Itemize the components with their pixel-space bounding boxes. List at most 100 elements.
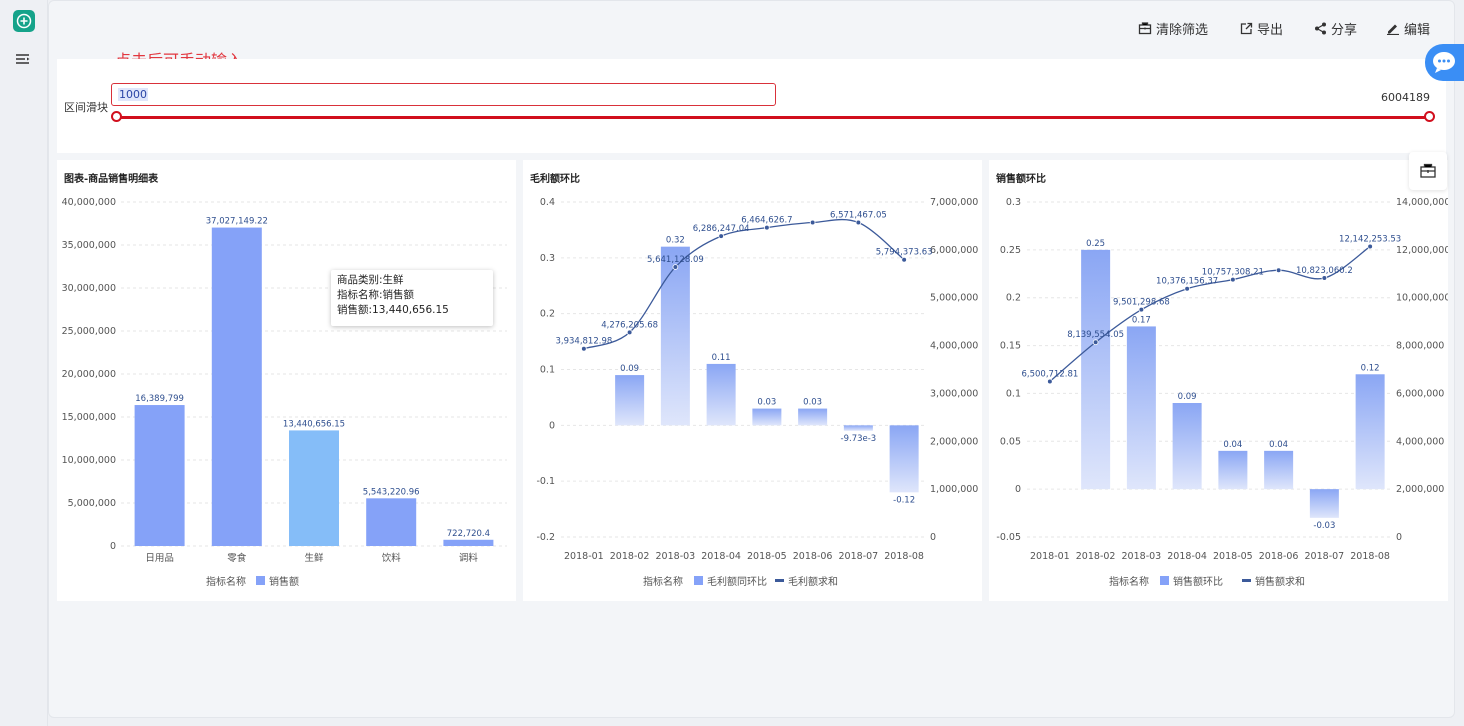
bar [211, 227, 262, 546]
y-left-tick-label: -0.1 [536, 476, 555, 487]
bar [843, 425, 873, 431]
dashboard-main: 清除筛选 导出 分享 编辑 点击后可手动输入 区间滑块 1000 6004189… [48, 0, 1455, 718]
line-point [1092, 339, 1099, 346]
export-icon [1240, 22, 1253, 34]
gross-profit-chart: -0.2 -0.1 0 0.1 0.2 0.3 0.4 0 1,000,000 2,000,000… [536, 197, 978, 588]
y-tick-label: 5,000,000 [68, 498, 116, 509]
x-tick-label: 2018-05 [747, 551, 787, 562]
legend-swatch-bar [694, 576, 703, 585]
line-data-label: 12,142,253.53 [1339, 234, 1401, 244]
edit-button[interactable]: 编辑 [1386, 18, 1430, 38]
sales-mom-panel: 销售额环比 -0.05 0 0.05 0.1 0.15 0.2 0.25 0.3 0 2,000,… [989, 160, 1448, 601]
clear-filter-icon [1138, 22, 1152, 35]
toolbox-icon[interactable] [1409, 152, 1447, 190]
y-tick-label: 25,000,000 [62, 326, 116, 337]
chart-tooltip: 商品类别:生鲜 指标名称:销售额 销售额:13,440,656.15 [331, 270, 493, 326]
bar [366, 498, 417, 546]
y-left-tick-label: 0 [549, 420, 555, 431]
range-slider-handle-max[interactable] [1424, 111, 1435, 122]
x-tick-label: 2018-04 [1167, 551, 1207, 562]
export-label: 导出 [1257, 22, 1284, 38]
series-line [583, 218, 905, 350]
bar-data-label: 0.12 [1361, 363, 1380, 373]
y-right-tick-label: 4,000,000 [1396, 436, 1444, 447]
y-tick-label: 0 [110, 541, 116, 552]
bar-data-label: -9.73e-3 [841, 434, 877, 444]
y-left-tick-label: 0.2 [540, 309, 555, 320]
legend-item: 销售额 [269, 575, 299, 588]
tooltip-category: 商品类别:生鲜 [337, 274, 404, 286]
chart-title-sales-mom: 销售额环比 [996, 174, 1046, 185]
y-left-tick-label: 0 [1015, 484, 1021, 495]
data-label: 722,720.4 [447, 529, 490, 539]
share-button[interactable]: 分享 [1314, 18, 1357, 38]
line-data-label: 9,501,298.68 [1113, 298, 1170, 308]
y-right-tick-label: 1,000,000 [930, 484, 978, 495]
legend-title: 指标名称 [1109, 575, 1149, 588]
legend-item-line: 毛利额求和 [788, 575, 838, 588]
line-point [626, 329, 633, 336]
y-left-tick-label: 0.2 [1006, 293, 1021, 304]
y-tick-label: 10,000,000 [62, 455, 116, 466]
legend-title: 指标名称 [643, 575, 683, 588]
line-data-label: 6,286,247.04 [693, 224, 750, 234]
bar-data-label: -0.12 [893, 495, 915, 505]
y-right-tick-label: 0 [930, 532, 936, 543]
plus-circle-icon[interactable] [13, 10, 35, 32]
legend-item-bar: 毛利额同环比 [707, 575, 767, 588]
bar [752, 408, 782, 426]
y-right-tick-label: 2,000,000 [930, 436, 978, 447]
x-tick-label: 2018-08 [884, 551, 924, 562]
y-right-tick-label: 10,000,000 [1396, 293, 1448, 304]
y-left-tick-label: -0.05 [996, 532, 1021, 543]
y-right-tick-label: 6,000,000 [1396, 388, 1444, 399]
edit-label: 编辑 [1404, 22, 1431, 38]
line-data-label: 6,464,626.7 [741, 216, 792, 226]
line-data-label: 5,794,373.63 [876, 248, 933, 258]
line-data-label: 5,641,128.09 [647, 255, 704, 265]
y-left-tick-label: 0.05 [1000, 436, 1021, 447]
data-label: 5,543,220.96 [363, 487, 420, 497]
line-point [901, 256, 907, 263]
x-tick-label: 调料 [459, 552, 479, 564]
x-tick-label: 2018-02 [1076, 551, 1116, 562]
y-tick-label: 35,000,000 [62, 240, 116, 251]
line-point [1367, 243, 1373, 250]
line-data-label: 3,934,812.98 [555, 337, 612, 347]
x-tick-label: 2018-06 [1259, 551, 1299, 562]
range-slider-label: 区间滑块 [64, 101, 108, 114]
data-label: 37,027,149.22 [206, 217, 268, 227]
edit-icon [1387, 24, 1399, 35]
x-tick-label: 2018-03 [1122, 551, 1162, 562]
bar [134, 405, 185, 546]
y-tick-label: 20,000,000 [62, 369, 116, 380]
data-label: 16,389,799 [135, 394, 184, 404]
bar-data-label: -0.03 [1313, 521, 1335, 531]
legend-swatch-line [775, 579, 784, 582]
y-left-tick-label: 0.15 [1000, 341, 1021, 352]
range-min-value: 1000 [118, 88, 148, 101]
y-right-tick-label: 8,000,000 [1396, 341, 1444, 352]
line-point [764, 224, 770, 231]
chat-icon[interactable] [1425, 44, 1464, 81]
line-point [718, 233, 724, 239]
line-data-label: 10,376,156.37 [1156, 277, 1218, 287]
bar [660, 246, 690, 426]
x-tick-label: 日用品 [145, 553, 174, 564]
range-slider-track[interactable] [117, 116, 1429, 119]
x-tick-label: 2018-02 [610, 551, 650, 562]
menu-icon[interactable] [15, 52, 35, 68]
bar [1309, 489, 1339, 518]
line-point [1138, 306, 1145, 313]
line-point [581, 345, 587, 352]
chart-title-product-sales: 图表-商品销售明细表 [64, 174, 159, 185]
y-right-tick-label: 0 [1396, 532, 1402, 543]
export-button[interactable]: 导出 [1240, 18, 1283, 38]
clear-filter-label: 清除筛选 [1156, 22, 1209, 38]
clear-filter-button[interactable]: 清除筛选 [1138, 18, 1208, 38]
line-data-label: 8,139,554.05 [1067, 330, 1124, 340]
line-data-label: 6,571,467.05 [830, 211, 887, 221]
range-min-input[interactable]: 1000 [111, 83, 776, 106]
range-slider-handle-min[interactable] [111, 111, 122, 122]
bar [1218, 450, 1248, 490]
